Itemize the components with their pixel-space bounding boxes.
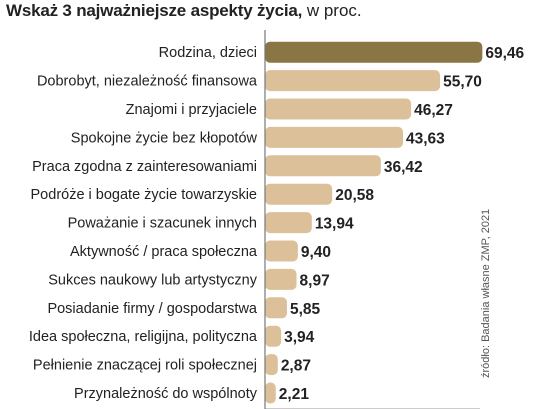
value-label: 43,63	[406, 130, 445, 147]
bar	[265, 297, 287, 319]
category-label: Dobrobyt, niezależność finansowa	[37, 74, 258, 90]
category-label: Rodzina, dzieci	[159, 45, 257, 61]
value-label: 8,97	[300, 272, 330, 289]
category-label: Podróże i bogate życie towarzyskie	[31, 187, 257, 203]
bar	[265, 382, 276, 404]
bar	[265, 126, 404, 148]
value-label: 2,21	[279, 386, 310, 403]
value-label: 20,58	[335, 187, 374, 204]
value-label: 2,87	[281, 358, 311, 375]
category-label: Aktywność / praca społeczna	[70, 244, 258, 260]
bar	[265, 212, 312, 234]
value-label: 5,85	[290, 301, 321, 318]
category-label: Praca zgodna z zainteresowaniami	[32, 159, 257, 175]
value-label: 55,70	[443, 74, 482, 91]
chart-title-main: Wskaż 3 najważniejsze aspekty życia,	[6, 1, 303, 20]
chart-title: Wskaż 3 najważniejsze aspekty życia, w p…	[6, 0, 362, 22]
value-label: 69,46	[485, 45, 524, 62]
value-label: 9,40	[301, 244, 331, 261]
value-label: 13,94	[315, 216, 354, 233]
source-note: źródło: Badania własne ZMP, 2021	[480, 208, 492, 378]
category-label: Pełnienie znaczącej roli społecznej	[33, 358, 257, 374]
category-label: Przynależność do wspólnoty	[74, 386, 258, 402]
bar	[265, 98, 412, 120]
bar	[265, 183, 333, 205]
chart-title-unit: w proc.	[302, 1, 362, 20]
bar	[265, 240, 298, 262]
bar	[265, 70, 441, 92]
bar	[265, 354, 278, 376]
bar	[265, 325, 282, 347]
category-label: Idea społeczna, religijna, polityczna	[29, 329, 258, 345]
value-label: 36,42	[384, 159, 423, 176]
category-label: Znajomi i przyjaciele	[126, 102, 257, 118]
value-label: 3,94	[284, 329, 315, 346]
bar	[265, 268, 297, 290]
bar	[265, 155, 381, 177]
value-label: 46,27	[414, 102, 453, 119]
bar	[265, 41, 483, 63]
category-label: Sukces naukowy lub artystyczny	[48, 272, 257, 288]
category-label: Poważanie i szacunek innych	[68, 216, 257, 232]
category-label: Spokojne życie bez kłopotów	[71, 130, 258, 146]
category-label: Posiadanie firmy / gospodarstwa	[47, 301, 257, 317]
